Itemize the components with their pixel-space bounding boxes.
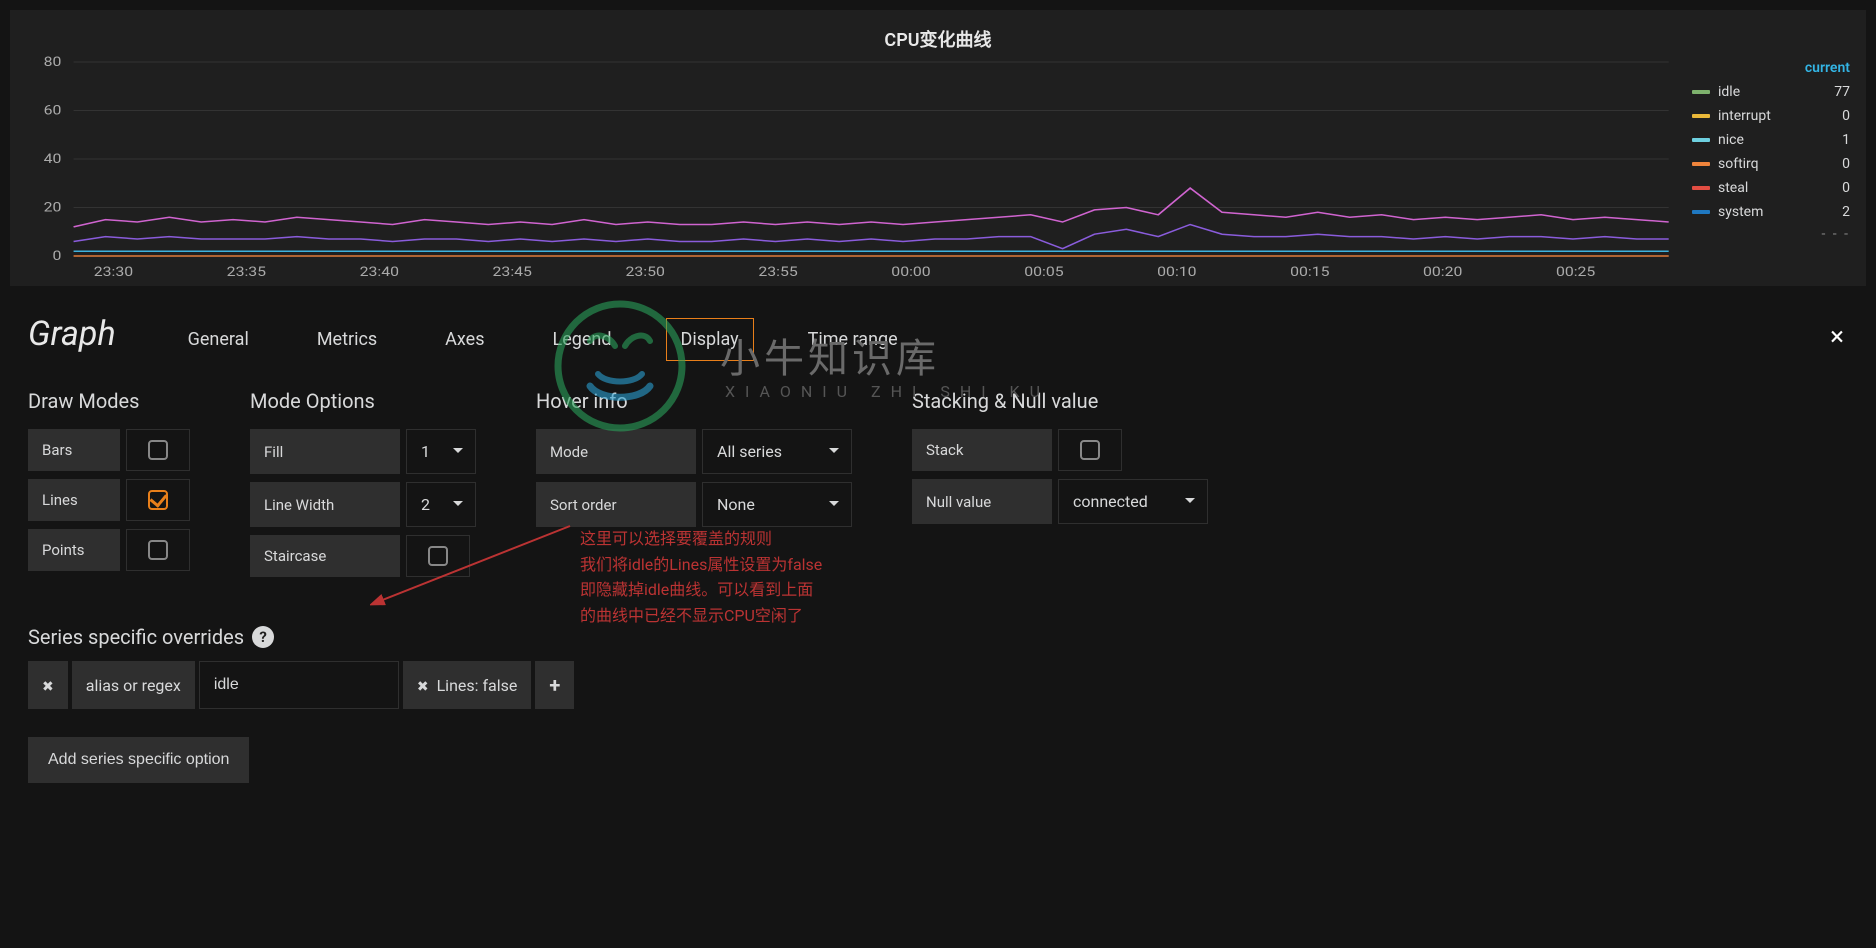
editor-title: Graph	[28, 314, 136, 354]
plus-icon	[549, 673, 560, 697]
fill-select[interactable]: 1	[406, 429, 476, 474]
svg-text:23:55: 23:55	[758, 264, 797, 279]
legend-swatch	[1692, 210, 1710, 214]
svg-text:20: 20	[44, 200, 62, 215]
svg-text:0: 0	[53, 248, 62, 263]
svg-text:60: 60	[44, 103, 62, 118]
tab-axes[interactable]: Axes	[431, 319, 498, 360]
chart-panel: CPU变化曲线 02040608023:3023:3523:4023:4523:…	[10, 10, 1866, 286]
stack-checkbox[interactable]	[1058, 429, 1122, 471]
sort-order-select[interactable]: None	[702, 482, 852, 527]
legend-label: system	[1718, 204, 1834, 220]
section-stacking: Stacking & Null value Stack Null value c…	[912, 389, 1208, 585]
svg-text:00:25: 00:25	[1556, 264, 1595, 279]
remove-override-button[interactable]	[28, 661, 68, 709]
chart-title: CPU变化曲线	[20, 20, 1856, 56]
help-icon[interactable]: ?	[252, 626, 274, 648]
svg-text:23:40: 23:40	[360, 264, 399, 279]
legend-item[interactable]: idle 77	[1692, 80, 1850, 104]
legend-label: nice	[1718, 132, 1834, 148]
legend-item[interactable]: softirq 0	[1692, 152, 1850, 176]
section-title: Mode Options	[250, 389, 476, 413]
lines-checkbox[interactable]	[126, 479, 190, 521]
editor-panel: Graph GeneralMetricsAxesLegendDisplayTim…	[0, 296, 1876, 813]
alias-label: alias or regex	[72, 661, 195, 709]
svg-text:40: 40	[44, 151, 62, 166]
svg-text:23:50: 23:50	[625, 264, 664, 279]
annotation-text: 这里可以选择要覆盖的规则我们将idle的Lines属性设置为false即隐藏掉i…	[580, 526, 822, 628]
legend-swatch	[1692, 114, 1710, 118]
legend-swatch	[1692, 162, 1710, 166]
close-icon	[42, 676, 54, 695]
svg-text:00:20: 00:20	[1423, 264, 1462, 279]
add-series-override-button[interactable]: Add series specific option	[28, 737, 249, 783]
stack-label: Stack	[912, 429, 1052, 471]
legend-header: current	[1692, 60, 1850, 80]
lines-label: Lines	[28, 479, 120, 521]
svg-text:00:15: 00:15	[1290, 264, 1329, 279]
bars-label: Bars	[28, 429, 120, 471]
legend-more[interactable]: - - -	[1692, 224, 1850, 242]
svg-text:23:45: 23:45	[493, 264, 532, 279]
legend-label: interrupt	[1718, 108, 1834, 124]
nullvalue-select[interactable]: connected	[1058, 479, 1208, 524]
svg-text:80: 80	[44, 56, 62, 70]
legend-item[interactable]: steal 0	[1692, 176, 1850, 200]
legend-value: 0	[1842, 180, 1850, 196]
close-icon[interactable]	[417, 676, 429, 695]
alias-input[interactable]	[199, 661, 399, 709]
points-checkbox[interactable]	[126, 529, 190, 571]
fill-label: Fill	[250, 429, 400, 474]
close-icon[interactable]: ×	[1830, 322, 1844, 352]
legend-value: 1	[1842, 132, 1850, 148]
legend-item[interactable]: interrupt 0	[1692, 104, 1850, 128]
watermark-sub: XIAONIU ZHI SHI KU	[725, 382, 1050, 401]
watermark-text: 小牛知识库	[720, 326, 940, 384]
legend-swatch	[1692, 90, 1710, 94]
override-row: alias or regex Lines: false	[28, 661, 1848, 709]
legend-label: softirq	[1718, 156, 1834, 172]
tab-metrics[interactable]: Metrics	[303, 319, 391, 360]
legend: current idle77interrupt0nice1softirq0ste…	[1686, 56, 1856, 286]
legend-label: steal	[1718, 180, 1834, 196]
override-rule[interactable]: Lines: false	[403, 661, 532, 709]
bars-checkbox[interactable]	[126, 429, 190, 471]
overrides-title-text: Series specific overrides	[28, 625, 244, 649]
svg-text:00:00: 00:00	[891, 264, 930, 279]
legend-swatch	[1692, 186, 1710, 190]
add-rule-button[interactable]	[535, 661, 574, 709]
hover-mode-label: Mode	[536, 429, 696, 474]
tab-legend[interactable]: Legend	[539, 319, 626, 360]
legend-value: 77	[1834, 84, 1850, 100]
svg-text:23:30: 23:30	[94, 264, 133, 279]
legend-swatch	[1692, 138, 1710, 142]
svg-text:00:05: 00:05	[1024, 264, 1063, 279]
legend-label: idle	[1718, 84, 1826, 100]
tab-general[interactable]: General	[174, 319, 263, 360]
legend-value: 2	[1842, 204, 1850, 220]
legend-item[interactable]: system 2	[1692, 200, 1850, 224]
svg-text:00:10: 00:10	[1157, 264, 1196, 279]
section-title: Draw Modes	[28, 389, 190, 413]
points-label: Points	[28, 529, 120, 571]
hover-mode-select[interactable]: All series	[702, 429, 852, 474]
overrides-title: Series specific overrides ?	[28, 625, 1848, 649]
legend-value: 0	[1842, 156, 1850, 172]
legend-item[interactable]: nice 1	[1692, 128, 1850, 152]
override-rule-text: Lines: false	[437, 676, 518, 695]
legend-value: 0	[1842, 108, 1850, 124]
section-draw-modes: Draw Modes Bars Lines Points	[28, 389, 190, 585]
chart-area[interactable]: 0 20 40 60 80 23:30 23:35 23:40 23:45 23:50 23:55 0…	[20, 56, 1676, 286]
annotation-arrow	[370, 516, 590, 616]
svg-text:23:35: 23:35	[227, 264, 266, 279]
nullvalue-label: Null value	[912, 479, 1052, 524]
